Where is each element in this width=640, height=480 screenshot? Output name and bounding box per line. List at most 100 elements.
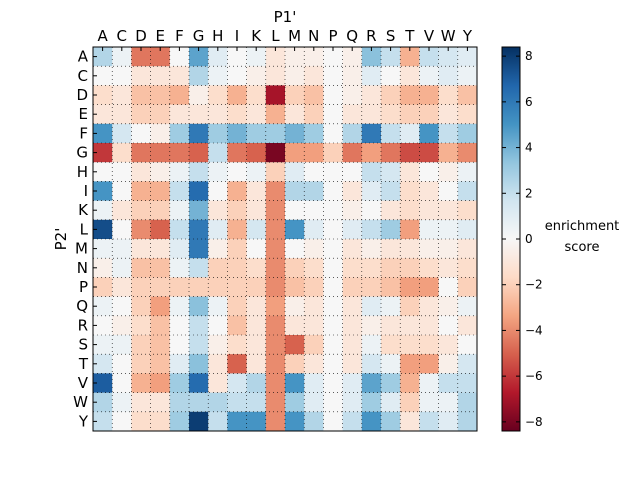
heatmap-cell-D-Q (342, 85, 363, 105)
heatmap-cell-P-H (208, 277, 228, 297)
heatmap-cell-H-H (208, 162, 228, 182)
heatmap-cell-S-I (227, 335, 247, 355)
heatmap-cell-P-V (419, 277, 439, 297)
heatmap-cell-S-V (419, 335, 439, 355)
heatmap-cell-A-E (150, 47, 171, 67)
heatmap-cell-P-P (323, 277, 343, 297)
heatmap-cell-A-V (419, 47, 439, 67)
heatmap-cell-V-T (400, 373, 420, 393)
heatmap-cell-E-H (208, 104, 228, 125)
heatmap-cell-V-H (208, 373, 228, 393)
heatmap-cell-T-N (304, 354, 324, 374)
heatmap-cell-I-N (304, 181, 324, 201)
heatmap-cell-C-F (169, 66, 190, 86)
heatmap-cell-F-K (246, 123, 267, 144)
heatmap-cell-Y-K (246, 411, 267, 432)
heatmap-cell-V-C (112, 373, 132, 393)
heatmap-cell-H-P (323, 162, 343, 182)
heatmap-cell-Q-H (208, 296, 228, 317)
heatmap-cell-T-I (227, 354, 247, 374)
heatmap-cell-I-D (131, 181, 151, 201)
heatmap-cell-A-C (112, 47, 132, 67)
heatmap-cell-E-G (189, 104, 209, 125)
heatmap-cell-S-Q (342, 335, 363, 355)
colorbar-tick-label: −8 (525, 415, 543, 429)
heatmap-cell-L-D (131, 219, 151, 240)
heatmap-cell-H-R (361, 162, 382, 182)
heatmap-cell-E-T (400, 104, 420, 125)
heatmap-cell-I-Q (342, 181, 363, 201)
x-tick-label: I (235, 27, 239, 45)
heatmap-cell-K-E (150, 200, 171, 221)
heatmap-cell-M-R (361, 239, 382, 259)
heatmap-cell-L-T (400, 219, 420, 240)
heatmap-cell-H-V (419, 162, 439, 182)
y-tick-label: G (76, 144, 88, 162)
heatmap-cell-P-A (93, 277, 113, 297)
colorbar-tick-label: 0 (525, 232, 533, 246)
heatmap-cell-F-H (208, 123, 228, 144)
heatmap-cell-R-M (285, 315, 305, 336)
heatmap-cell-D-C (112, 85, 132, 105)
heatmap-cell-Y-F (169, 411, 190, 432)
heatmap-cell-W-H (208, 392, 228, 413)
heatmap-cell-A-M (285, 47, 305, 67)
heatmap-cell-L-R (361, 219, 382, 240)
heatmap-cell-W-I (227, 392, 247, 413)
heatmap-cell-H-S (381, 162, 401, 182)
heatmap-cell-T-M (285, 354, 305, 374)
heatmap-cell-M-D (131, 239, 151, 259)
heatmap-cell-T-L (265, 354, 286, 374)
y-tick-label: Q (76, 297, 88, 315)
heatmap-cell-G-T (400, 143, 420, 163)
y-tick-label: D (76, 86, 88, 104)
heatmap-cell-T-P (323, 354, 343, 374)
heatmap-cell-P-K (246, 277, 267, 297)
heatmap-cell-Q-T (400, 296, 420, 317)
heatmap-cell-A-R (361, 47, 382, 67)
x-tick-label: D (135, 27, 147, 45)
heatmap-cell-D-H (208, 85, 228, 105)
heatmap-cell-Q-E (150, 296, 171, 317)
heatmap-cell-E-V (419, 104, 439, 125)
heatmap-cell-T-D (131, 354, 151, 374)
colorbar-tick-label: −2 (525, 278, 543, 292)
heatmap-cell-H-E (150, 162, 171, 182)
heatmap-cell-N-N (304, 258, 324, 278)
y-tick-label: A (78, 48, 89, 66)
heatmap-cell-H-L (265, 162, 286, 182)
heatmap-cell-N-A (93, 258, 113, 278)
x-tick-label: V (424, 27, 435, 45)
heatmap-cell-R-R (361, 315, 382, 336)
heatmap-cell-H-M (285, 162, 305, 182)
heatmap-cell-Y-Q (342, 411, 363, 432)
heatmap-cell-K-N (304, 200, 324, 221)
y-tick-label: K (78, 201, 89, 219)
heatmap-cell-V-F (169, 373, 190, 393)
heatmap-cell-Q-P (323, 296, 343, 317)
heatmap-cell-K-T (400, 200, 420, 221)
x-axis-title: P1' (274, 8, 297, 26)
heatmap-cell-F-G (189, 123, 209, 144)
heatmap-cell-A-N (304, 47, 324, 67)
heatmap-cell-V-E (150, 373, 171, 393)
heatmap-cell-N-K (246, 258, 267, 278)
heatmap-cell-N-D (131, 258, 151, 278)
heatmap-cell-I-E (150, 181, 171, 201)
heatmap-cell-T-Y (457, 354, 478, 374)
heatmap-cell-I-R (361, 181, 382, 201)
heatmap-cell-Y-A (93, 411, 113, 432)
heatmap-cell-I-V (419, 181, 439, 201)
heatmap-cell-H-F (169, 162, 190, 182)
heatmap-cell-G-P (323, 143, 343, 163)
heatmap-cell-V-Y (457, 373, 478, 393)
heatmap-cell-M-F (169, 239, 190, 259)
heatmap-cell-L-G (189, 219, 209, 240)
heatmap-cell-T-V (419, 354, 439, 374)
heatmap-cell-Y-H (208, 411, 228, 432)
heatmap-cell-D-L (265, 85, 286, 105)
heatmap-cell-C-G (189, 66, 209, 86)
heatmap-cell-G-S (381, 143, 401, 163)
y-tick-label: F (79, 124, 88, 142)
